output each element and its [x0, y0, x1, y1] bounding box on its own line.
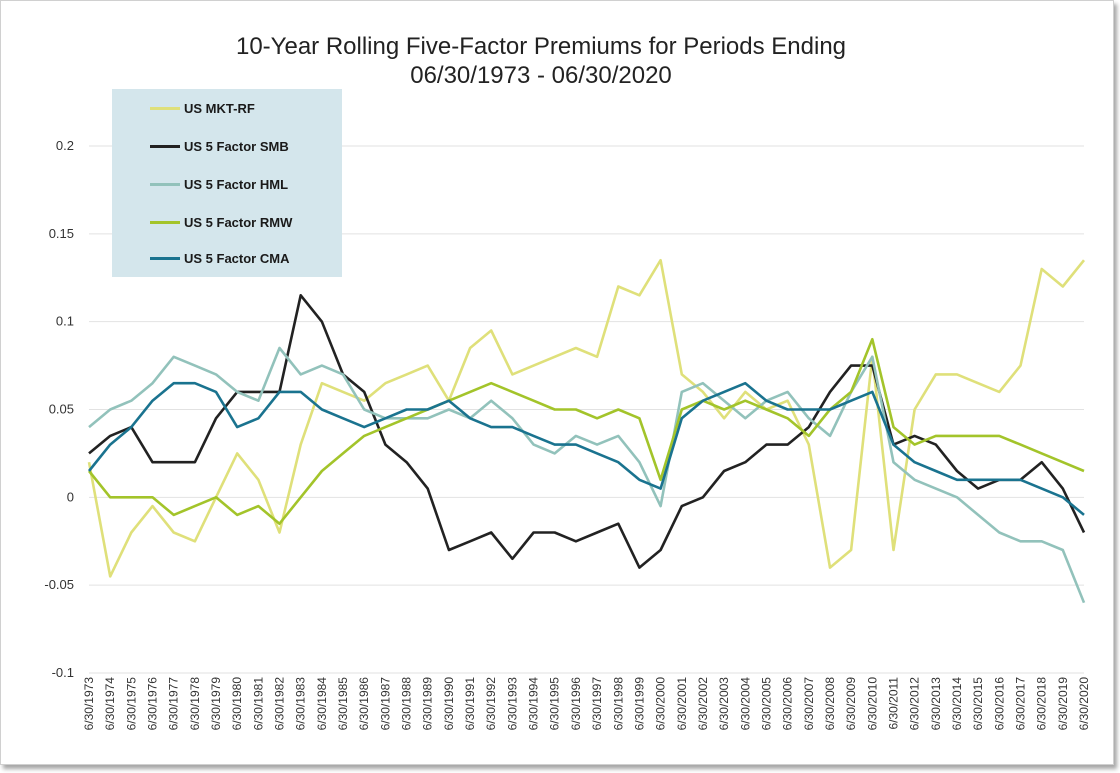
x-tick-label: 6/30/1997: [590, 677, 604, 731]
x-tick-label: 6/30/2018: [1035, 677, 1049, 731]
x-tick-label: 6/30/1984: [315, 677, 329, 731]
x-tick-label: 6/30/1999: [632, 677, 646, 731]
legend-swatch: [150, 220, 180, 224]
x-tick-label: 6/30/2019: [1056, 677, 1070, 731]
x-tick-label: 6/30/2002: [696, 677, 710, 731]
x-tick-label: 6/30/1988: [400, 677, 414, 731]
x-tick-label: 6/30/1982: [273, 677, 287, 731]
x-tick-label: 6/30/2000: [654, 677, 668, 731]
legend-swatch: [150, 256, 180, 260]
x-tick-label: 6/30/1987: [378, 677, 392, 731]
legend-swatch: [150, 182, 180, 186]
x-tick-label: 6/30/2006: [781, 677, 795, 731]
y-tick-label: 0.05: [49, 402, 74, 417]
x-tick-label: 6/30/2007: [802, 677, 816, 731]
series-line-0: [87, 258, 1086, 578]
legend-swatch: [150, 106, 180, 110]
x-tick-label: 6/30/1994: [527, 677, 541, 731]
x-tick-label: 6/30/1998: [611, 677, 625, 731]
legend-label: US 5 Factor SMB: [184, 138, 289, 154]
chart-subtitle: 06/30/1973 - 06/30/2020: [410, 62, 672, 89]
x-tick-label: 6/30/2010: [865, 677, 879, 731]
x-tick-label: 6/30/1976: [146, 677, 160, 731]
series-lines: [87, 258, 1086, 604]
chart-title: 10-Year Rolling Five-Factor Premiums for…: [235, 33, 847, 60]
x-tick-label: 6/30/1977: [167, 677, 181, 731]
x-tick-label: 6/30/1978: [188, 677, 202, 731]
series-line-4: [87, 381, 1085, 516]
y-tick-label: 0.2: [56, 138, 74, 153]
legend-item: US 5 Factor RMW: [150, 212, 292, 232]
legend-swatch: [150, 144, 180, 148]
x-tick-label: 6/30/1995: [548, 677, 562, 731]
x-tick-label: 6/30/1983: [294, 677, 308, 731]
x-tick-label: 6/30/1992: [484, 677, 498, 731]
legend-label: US MKT-RF: [184, 100, 255, 116]
y-tick-label: 0.1: [56, 314, 74, 329]
x-tick-label: 6/30/2005: [759, 677, 773, 731]
x-tick-label: 6/30/2014: [950, 677, 964, 731]
legend-label: US 5 Factor RMW: [184, 214, 293, 230]
x-tick-label: 6/30/2001: [675, 677, 689, 731]
legend-label: US 5 Factor HML: [184, 176, 289, 192]
y-tick-label: -0.05: [44, 577, 74, 592]
legend-item: US 5 Factor SMB: [150, 136, 289, 156]
x-tick-label: 6/30/1989: [421, 677, 435, 731]
x-tick-label: 6/30/1979: [209, 677, 223, 731]
x-tick-label: 6/30/1975: [124, 677, 138, 731]
x-tick-label: 6/30/2017: [1013, 677, 1027, 731]
x-tick-label: 6/30/1993: [505, 677, 519, 731]
x-tick-label: 6/30/1996: [569, 677, 583, 731]
x-tick-label: 6/30/2004: [738, 677, 752, 731]
legend-item: US 5 Factor CMA: [150, 248, 289, 268]
legend: US MKT-RF US 5 Factor SMB US 5 Factor HML U…: [112, 89, 342, 277]
series-line-1: [88, 293, 1086, 569]
series-line-3: [87, 337, 1085, 526]
y-axis-ticks: 0.2 0.15 0.1 0.05 0 -0.05 -0.1: [44, 138, 74, 680]
x-tick-label: 6/30/1986: [357, 677, 371, 731]
x-tick-label: 6/30/1980: [230, 677, 244, 731]
y-tick-label: 0.15: [49, 226, 74, 241]
series-line-2: [88, 346, 1086, 604]
x-tick-label: 6/30/2003: [717, 677, 731, 731]
y-tick-label: -0.1: [52, 665, 74, 680]
x-tick-label: 6/30/1985: [336, 677, 350, 731]
legend-item: US MKT-RF: [150, 98, 255, 118]
x-tick-label: 6/30/2020: [1077, 677, 1091, 731]
x-tick-label: 6/30/2009: [844, 677, 858, 731]
x-tick-label: 6/30/2013: [929, 677, 943, 731]
x-tick-label: 6/30/1973: [82, 677, 96, 731]
x-tick-label: 6/30/2008: [823, 677, 837, 731]
x-tick-label: 6/30/1990: [442, 677, 456, 731]
y-tick-label: 0: [67, 489, 74, 504]
x-tick-label: 6/30/2016: [992, 677, 1006, 731]
legend-label: US 5 Factor CMA: [184, 250, 290, 266]
x-tick-label: 6/30/2011: [886, 677, 900, 730]
legend-item: US 5 Factor HML: [150, 174, 288, 194]
x-tick-label: 6/30/1981: [251, 677, 265, 731]
x-tick-label: 6/30/2012: [908, 677, 922, 731]
x-tick-label: 6/30/1991: [463, 677, 477, 731]
x-tick-label: 6/30/1974: [103, 677, 117, 731]
x-axis-ticks: 6/30/1973 6/30/1974 6/30/1975 6/30/1976 6/30…: [82, 677, 1091, 731]
x-tick-label: 6/30/2015: [971, 677, 985, 731]
